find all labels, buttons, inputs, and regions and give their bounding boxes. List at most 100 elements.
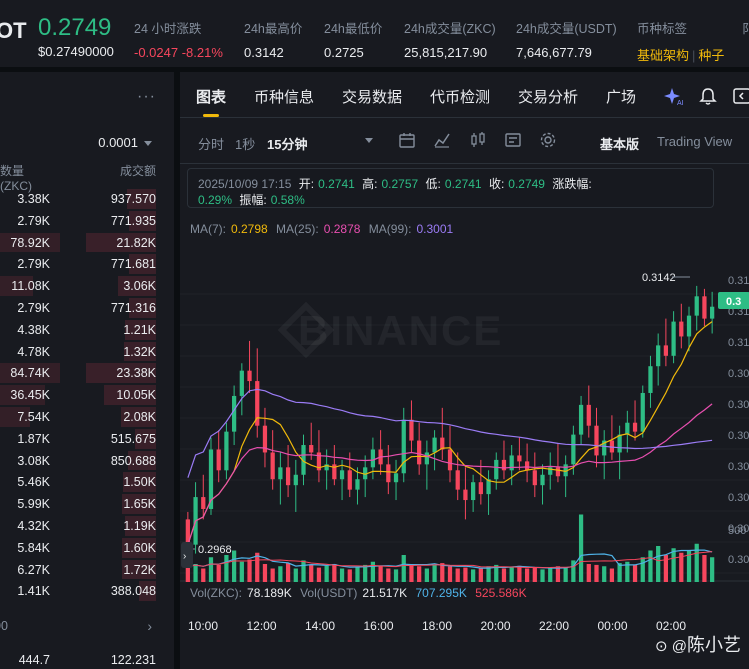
volume-bar bbox=[224, 555, 229, 582]
chart-area[interactable]: 0.3142 0.2968 0.31 0.31 0.31 0.30 0.30 0.30 0.30… bbox=[180, 164, 749, 669]
order-book-row[interactable]: 3.08K 850.688 bbox=[0, 450, 174, 472]
stat-24h-high: 24h最高价 0.3142 bbox=[244, 18, 302, 60]
interval-1s[interactable]: 1秒 bbox=[235, 137, 256, 152]
volume-bar bbox=[625, 561, 630, 582]
view-basic[interactable]: 基本版 bbox=[600, 137, 640, 152]
price-high-marker: 0.3142 bbox=[642, 272, 676, 284]
stat-value: 7,646,677.79 bbox=[516, 45, 592, 60]
book-footer-amount: 444.7 bbox=[18, 653, 50, 667]
row-amount: 5.84K bbox=[17, 540, 50, 555]
row-amount: 4.38K bbox=[17, 322, 50, 337]
volume-bar bbox=[509, 566, 514, 582]
interval-timeline[interactable]: 分时 bbox=[198, 137, 225, 152]
order-book-row[interactable]: 2.79K 771.681 bbox=[0, 253, 174, 275]
volume-bar bbox=[463, 567, 468, 582]
collapse-chevron-icon[interactable] bbox=[732, 86, 749, 106]
candle-body bbox=[262, 425, 268, 453]
candle-body bbox=[309, 445, 314, 453]
tab-square[interactable]: 广场 bbox=[606, 89, 637, 106]
bell-icon[interactable] bbox=[698, 86, 718, 106]
row-total: 1.65K bbox=[123, 497, 156, 512]
order-book-row[interactable]: 7.54K 2.08K bbox=[0, 406, 174, 428]
stat-value: 0.2725 bbox=[324, 45, 364, 60]
row-amount: 4.78K bbox=[17, 344, 50, 359]
header-amount: 数量 (ZKC) bbox=[0, 164, 32, 193]
order-book-row[interactable]: 5.84K 1.60K bbox=[0, 537, 174, 559]
row-total: 771.316 bbox=[110, 300, 156, 315]
row-total: 10.05K bbox=[116, 388, 156, 403]
volume-bar bbox=[648, 550, 653, 582]
candle-body bbox=[386, 464, 391, 483]
tab-trade-analysis[interactable]: 交易分析 bbox=[518, 89, 579, 106]
volume-bar bbox=[640, 557, 645, 582]
tick-size-select[interactable]: 0.0001 bbox=[98, 135, 152, 150]
order-book-row[interactable]: 36.45K 10.05K bbox=[0, 384, 174, 406]
order-book-row[interactable]: 3.38K 937.570 bbox=[0, 188, 174, 210]
order-book-row[interactable]: 11.08K 3.06K bbox=[0, 275, 174, 297]
chevron-down-icon bbox=[144, 141, 152, 147]
volume-bar bbox=[185, 566, 190, 582]
depth-bar-left bbox=[0, 385, 45, 405]
candle-body bbox=[255, 381, 260, 426]
interval-dropdown-icon[interactable] bbox=[363, 134, 375, 146]
order-book-row[interactable]: 4.38K 1.21K bbox=[0, 319, 174, 341]
stat-24h-volume-zkc: 24h成交量(ZKC) 25,815,217.90 bbox=[404, 18, 496, 60]
tag-seed[interactable]: 种子 bbox=[698, 48, 725, 63]
row-total: 21.82K bbox=[116, 235, 156, 250]
tag-infrastructure[interactable]: 基础架构 bbox=[637, 48, 690, 63]
candle-body bbox=[602, 440, 607, 456]
volume-bar bbox=[440, 563, 445, 582]
book-footer-total: 122.231 bbox=[110, 653, 156, 667]
candle-body bbox=[239, 370, 244, 396]
price-chart-svg[interactable]: 0.31420.29680.310.310.310.300.300.300.30… bbox=[180, 164, 749, 669]
interval-15m[interactable]: 15分钟 bbox=[267, 137, 308, 152]
stat-label: 24h最高价 bbox=[244, 22, 303, 36]
chevron-right-icon[interactable]: › bbox=[147, 618, 152, 634]
tab-chart[interactable]: 图表 bbox=[196, 86, 226, 117]
volume-bar bbox=[378, 566, 383, 582]
depth-bar bbox=[128, 450, 156, 471]
row-total: 1.72K bbox=[123, 562, 156, 577]
volume-bar bbox=[478, 568, 483, 582]
y-axis-label: 0.30 bbox=[728, 554, 749, 566]
row-amount: 11.08K bbox=[11, 279, 50, 294]
row-total: 1.32K bbox=[123, 344, 156, 359]
order-book-row[interactable]: 5.99K 1.65K bbox=[0, 493, 174, 515]
indicator-icon[interactable] bbox=[433, 131, 451, 149]
stat-token-tags: 币种标签 基础架构 | 种子 bbox=[637, 18, 724, 64]
calendar-icon[interactable] bbox=[398, 131, 416, 149]
volume-ma1-line bbox=[187, 549, 713, 569]
tab-trade-data[interactable]: 交易数据 bbox=[342, 89, 403, 106]
volume-bar bbox=[486, 566, 491, 582]
row-amount: 78.92K bbox=[10, 235, 50, 250]
row-amount: 3.38K bbox=[17, 192, 50, 206]
ai-sparkle-icon[interactable]: AI bbox=[664, 86, 684, 106]
row-total: 1.21K bbox=[123, 322, 156, 337]
candle-body bbox=[278, 467, 283, 480]
symbol-name[interactable]: OT bbox=[0, 18, 27, 43]
ohlc-amp-label: 振幅: bbox=[239, 193, 267, 207]
order-book-row[interactable]: 1.87K 515.675 bbox=[0, 428, 174, 450]
book-footer-label: 00 bbox=[0, 619, 8, 633]
order-book-row[interactable]: 84.74K 23.38K bbox=[0, 362, 174, 384]
layout-icon[interactable] bbox=[504, 131, 522, 149]
candle-body bbox=[363, 467, 368, 480]
candlestick-type-icon[interactable] bbox=[469, 131, 487, 149]
order-book-row[interactable]: 4.32K 1.19K bbox=[0, 515, 174, 537]
order-book-row[interactable]: 78.92K 21.82K bbox=[0, 232, 174, 254]
order-book-row[interactable]: 4.78K 1.32K bbox=[0, 341, 174, 363]
settings-gear-icon[interactable] bbox=[539, 131, 557, 149]
order-book-row[interactable]: 1.41K 388.048 bbox=[0, 580, 174, 602]
tab-token-info[interactable]: 币种信息 bbox=[254, 89, 315, 106]
more-dots-icon[interactable]: ··· bbox=[137, 88, 156, 105]
row-total: 1.50K bbox=[123, 475, 156, 490]
order-book-row[interactable]: 5.46K 1.50K bbox=[0, 471, 174, 493]
candle-body bbox=[301, 445, 306, 475]
order-book-row[interactable]: 2.79K 771.935 bbox=[0, 210, 174, 232]
x-axis-label: 14:00 bbox=[305, 619, 335, 633]
order-book-row[interactable]: 6.27K 1.72K bbox=[0, 559, 174, 581]
tab-token-check[interactable]: 代币检测 bbox=[430, 89, 491, 106]
view-tradingview[interactable]: Trading View bbox=[657, 134, 733, 149]
candle-body bbox=[293, 474, 298, 486]
order-book-row[interactable]: 2.79K 771.316 bbox=[0, 297, 174, 319]
